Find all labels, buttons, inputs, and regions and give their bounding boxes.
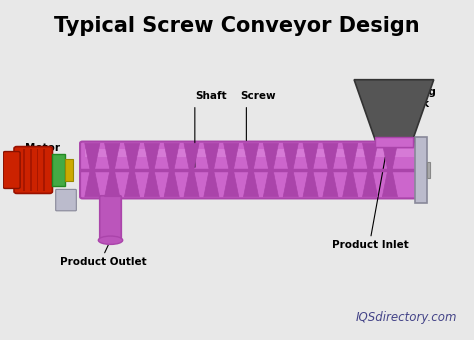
Polygon shape — [383, 159, 398, 197]
Text: Product Outlet: Product Outlet — [60, 257, 147, 267]
Bar — [64, 159, 73, 181]
Bar — [415, 137, 427, 203]
Polygon shape — [363, 159, 378, 197]
Text: Typical Screw Conveyor Design: Typical Screw Conveyor Design — [54, 16, 420, 36]
FancyBboxPatch shape — [56, 189, 76, 211]
Polygon shape — [144, 143, 159, 181]
Bar — [36, 149, 38, 191]
Bar — [427, 162, 430, 178]
Text: IQSdirectory.com: IQSdirectory.com — [356, 311, 457, 324]
Polygon shape — [85, 159, 100, 197]
Polygon shape — [343, 143, 358, 181]
Text: Product Inlet: Product Inlet — [332, 240, 409, 250]
Text: Screw: Screw — [240, 91, 276, 101]
FancyBboxPatch shape — [3, 152, 20, 188]
Polygon shape — [323, 143, 338, 181]
Polygon shape — [105, 143, 120, 181]
Bar — [52, 154, 65, 186]
Polygon shape — [283, 159, 298, 197]
Polygon shape — [184, 143, 199, 181]
Polygon shape — [244, 159, 259, 197]
FancyBboxPatch shape — [80, 141, 422, 199]
Bar — [23, 149, 25, 191]
Polygon shape — [343, 159, 358, 197]
Polygon shape — [383, 143, 398, 181]
Polygon shape — [303, 159, 318, 197]
Polygon shape — [204, 143, 219, 181]
Polygon shape — [323, 159, 338, 197]
Polygon shape — [85, 143, 100, 181]
Polygon shape — [105, 159, 120, 197]
Polygon shape — [204, 159, 219, 197]
Polygon shape — [164, 159, 179, 197]
Polygon shape — [363, 143, 378, 181]
Polygon shape — [283, 143, 298, 181]
Polygon shape — [164, 143, 179, 181]
Bar — [43, 149, 45, 191]
Polygon shape — [125, 143, 139, 181]
Polygon shape — [303, 143, 318, 181]
Bar — [375, 137, 413, 147]
FancyBboxPatch shape — [100, 196, 121, 241]
Polygon shape — [264, 159, 278, 197]
Polygon shape — [354, 80, 434, 140]
Polygon shape — [125, 159, 139, 197]
Polygon shape — [224, 159, 239, 197]
Bar — [85, 149, 417, 157]
Polygon shape — [264, 143, 278, 181]
Text: Motor: Motor — [25, 143, 60, 153]
Polygon shape — [184, 159, 199, 197]
Text: Shaft: Shaft — [195, 91, 227, 101]
Text: Bearing
Block: Bearing Block — [390, 87, 436, 109]
Polygon shape — [224, 143, 239, 181]
Ellipse shape — [98, 236, 123, 244]
FancyBboxPatch shape — [14, 147, 53, 193]
Polygon shape — [244, 143, 259, 181]
Bar — [30, 149, 32, 191]
Polygon shape — [144, 159, 159, 197]
